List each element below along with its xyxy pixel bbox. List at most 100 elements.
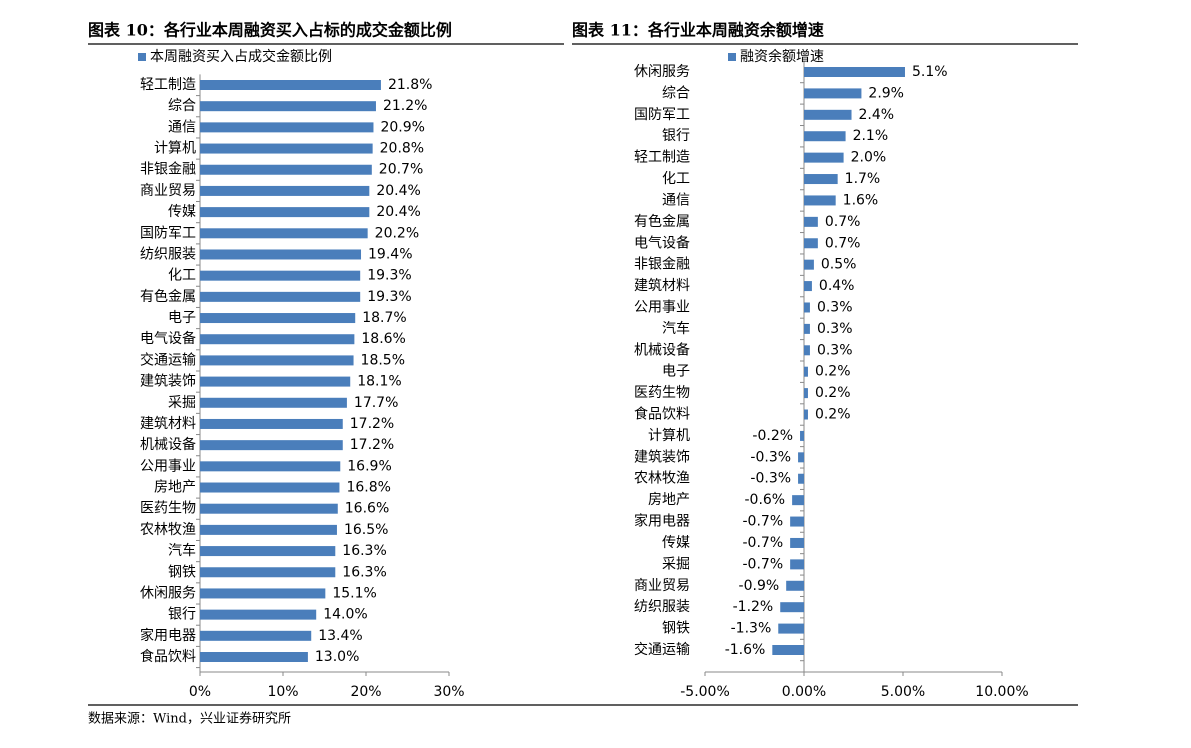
- bar: [200, 461, 341, 472]
- data-label: 0.2%: [815, 385, 851, 401]
- data-label: 17.2%: [350, 437, 394, 453]
- bar: [200, 482, 340, 493]
- bar: [200, 80, 381, 90]
- source-note: 数据来源：Wind，兴业证券研究所: [88, 711, 291, 727]
- bar: [790, 516, 804, 527]
- data-label: 20.4%: [376, 183, 420, 199]
- bar: [804, 174, 838, 185]
- bar: [200, 397, 347, 408]
- data-label: -0.6%: [744, 492, 785, 508]
- bar: [804, 67, 905, 77]
- data-label: 2.4%: [859, 107, 895, 123]
- y-tick-label: 汽车: [168, 542, 196, 559]
- y-tick-label: 房地产: [648, 492, 690, 508]
- y-tick-label: 传媒: [168, 204, 196, 220]
- y-tick-label: 银行: [168, 607, 196, 623]
- data-label: 13.4%: [318, 628, 362, 644]
- y-tick-label: 汽车: [662, 320, 690, 337]
- data-label: -0.3%: [750, 471, 791, 487]
- bar: [200, 291, 361, 302]
- y-tick-label: 交通运输: [634, 641, 690, 658]
- bar: [790, 559, 804, 570]
- x-tick-label: 30%: [433, 684, 464, 700]
- legend-swatch: [138, 53, 146, 61]
- y-tick-label: 机械设备: [140, 436, 196, 453]
- bar: [200, 376, 351, 387]
- bar: [200, 313, 356, 324]
- bar: [200, 101, 376, 112]
- bar: [200, 609, 317, 620]
- y-tick-label: 化工: [662, 171, 690, 187]
- legend-label: 融资余额增速: [740, 48, 824, 65]
- y-tick-label: 商业贸易: [140, 183, 196, 199]
- data-label: -1.6%: [725, 642, 766, 658]
- data-label: 16.6%: [345, 501, 389, 517]
- bar: [200, 524, 337, 535]
- y-tick-label: 通信: [662, 192, 690, 208]
- bar: [200, 630, 312, 641]
- y-tick-label: 建筑材料: [140, 416, 196, 432]
- y-tick-label: 电气设备: [140, 330, 196, 347]
- data-label: 0.4%: [819, 278, 855, 294]
- bar: [200, 567, 336, 578]
- y-tick-label: 公用事业: [140, 458, 196, 474]
- data-label: -1.2%: [733, 599, 774, 615]
- data-label: 21.8%: [388, 77, 432, 93]
- y-tick-label: 纺织服装: [634, 599, 690, 615]
- bar: [804, 409, 808, 420]
- y-tick-label: 传媒: [662, 535, 690, 551]
- data-label: -0.3%: [750, 449, 791, 465]
- y-tick-label: 建筑装饰: [140, 374, 196, 390]
- y-tick-label: 计算机: [648, 428, 690, 444]
- bar: [804, 216, 818, 227]
- bar: [778, 623, 804, 634]
- y-tick-label: 非银金融: [634, 257, 690, 273]
- bar: [804, 323, 810, 334]
- bar: [804, 366, 808, 377]
- x-tick-label: 0.00%: [782, 684, 826, 700]
- data-label: 16.9%: [347, 458, 391, 474]
- data-label: 13.0%: [315, 649, 359, 665]
- y-tick-label: 电子: [662, 364, 690, 380]
- y-tick-label: 计算机: [154, 141, 196, 157]
- legend-label: 本周融资买入占成交金额比例: [150, 48, 332, 65]
- bar: [200, 503, 338, 514]
- data-label: 18.5%: [361, 352, 405, 368]
- bar: [200, 334, 355, 345]
- y-tick-label: 建筑材料: [634, 278, 690, 294]
- bar: [804, 281, 812, 292]
- data-label: -0.2%: [752, 428, 793, 444]
- bar: [200, 652, 308, 662]
- x-tick-label: 0%: [189, 684, 211, 700]
- data-label: 20.8%: [380, 141, 424, 157]
- x-tick-label: 10.00%: [975, 684, 1028, 700]
- y-tick-label: 国防军工: [634, 107, 690, 123]
- bar: [200, 249, 362, 260]
- bar: [798, 452, 804, 463]
- data-label: 16.3%: [342, 564, 386, 580]
- y-tick-label: 银行: [662, 128, 690, 144]
- y-tick-label: 通信: [168, 119, 196, 135]
- y-tick-label: 采掘: [168, 395, 196, 411]
- y-tick-label: 电子: [168, 310, 196, 326]
- bar: [804, 88, 862, 99]
- data-label: 5.1%: [912, 64, 948, 80]
- bar: [804, 388, 808, 399]
- bar: [200, 270, 361, 281]
- y-tick-label: 休闲服务: [634, 64, 690, 80]
- bar: [200, 207, 370, 218]
- chart-title: 图表 11：各行业本周融资余额增速: [572, 21, 824, 40]
- x-tick-label: 5.00%: [881, 684, 925, 700]
- data-label: 0.2%: [815, 407, 851, 423]
- legend-swatch: [728, 53, 736, 61]
- data-label: 21.2%: [383, 98, 427, 114]
- bar: [792, 495, 804, 506]
- y-tick-label: 综合: [662, 85, 690, 101]
- bar: [804, 302, 810, 313]
- bar: [804, 131, 846, 142]
- data-label: 18.7%: [362, 310, 406, 326]
- y-tick-label: 农林牧渔: [140, 522, 196, 538]
- y-tick-label: 机械设备: [634, 341, 690, 358]
- data-label: 2.1%: [853, 128, 889, 144]
- y-tick-label: 交通运输: [140, 351, 196, 368]
